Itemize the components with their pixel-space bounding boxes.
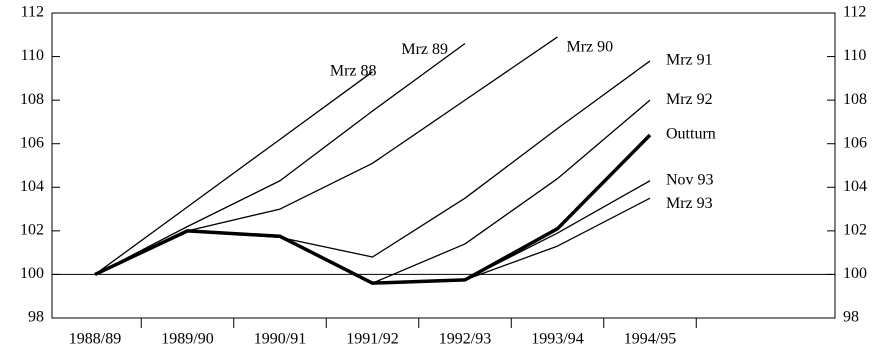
y-tick-label: 104 — [20, 178, 44, 195]
y2-tick-label: 98 — [843, 309, 859, 326]
y-tick-label: 106 — [20, 134, 44, 151]
x-tick-label: 1993/94 — [531, 331, 583, 348]
y-tick-label: 110 — [21, 47, 44, 64]
x-tick-label: 1989/90 — [161, 331, 213, 348]
y2-tick-label: 104 — [843, 178, 867, 195]
series-label: Mrz 91 — [666, 52, 713, 69]
y2-tick-label: 112 — [843, 4, 866, 21]
x-tick-label: 1994/95 — [624, 331, 676, 348]
y2-tick-label: 108 — [843, 91, 867, 108]
y-tick-label: 108 — [20, 91, 44, 108]
series-label: Mrz 93 — [666, 195, 713, 212]
x-tick-label: 1992/93 — [439, 331, 491, 348]
x-tick-label: 1991/92 — [346, 331, 398, 348]
y2-tick-label: 106 — [843, 134, 867, 151]
x-tick-label: 1990/91 — [254, 331, 306, 348]
x-tick-label: 1988/89 — [69, 331, 121, 348]
series-line — [94, 60, 651, 276]
series-line — [94, 42, 466, 276]
series-line — [94, 197, 651, 284]
y-tick-label: 112 — [21, 4, 44, 21]
plot-frame — [51, 12, 836, 319]
y-tick-label: 98 — [28, 309, 44, 326]
y2-tick-label: 110 — [843, 47, 866, 64]
series-line — [94, 99, 651, 284]
series-label: Mrz 89 — [401, 41, 448, 58]
y2-tick-label: 102 — [843, 222, 867, 239]
series-label: Mrz 90 — [567, 39, 614, 56]
series-line — [94, 71, 373, 275]
y2-tick-label: 100 — [843, 265, 867, 282]
series-label: Mrz 92 — [666, 91, 713, 108]
series-label: Mrz 88 — [330, 62, 377, 79]
series-line — [94, 133, 652, 285]
y-tick-label: 102 — [20, 222, 44, 239]
series-label: Nov 93 — [666, 171, 714, 188]
series-label: Outturn — [666, 126, 716, 143]
y-tick-label: 100 — [20, 265, 44, 282]
